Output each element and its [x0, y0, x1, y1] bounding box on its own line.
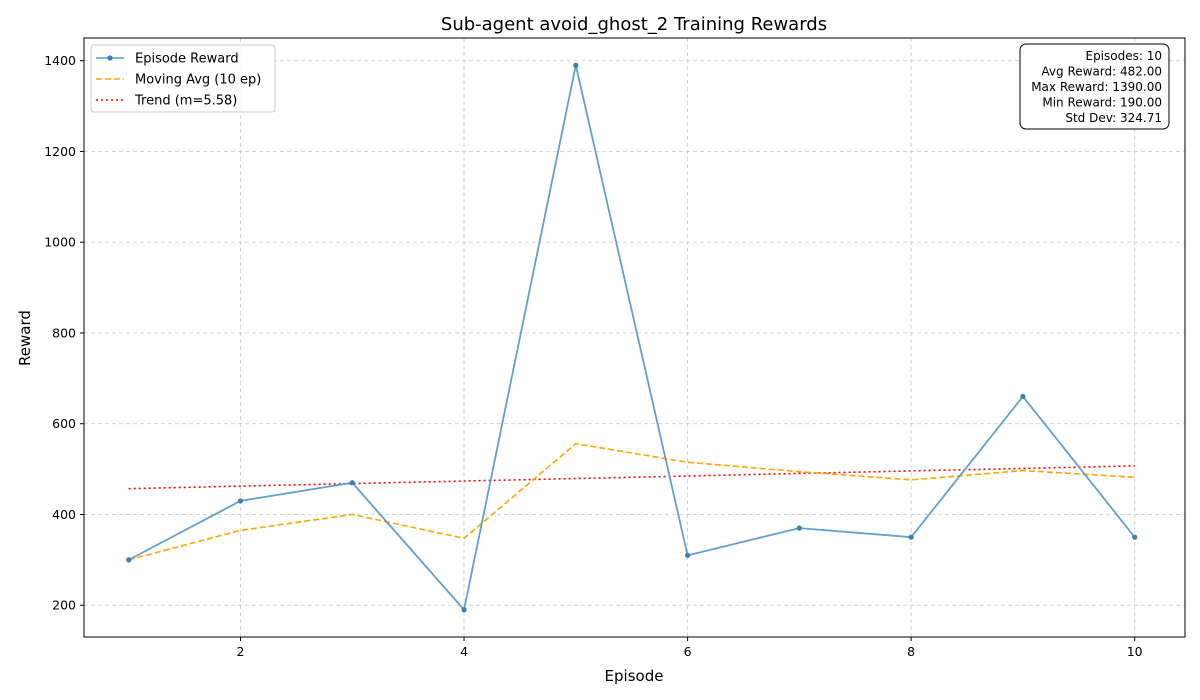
legend-label: Trend (m=5.58) [134, 94, 237, 109]
y-tick-label: 1000 [44, 235, 76, 250]
x-tick-label: 8 [907, 644, 915, 659]
episode-reward-point [796, 525, 802, 531]
y-tick-label: 1400 [44, 53, 76, 68]
x-axis-label: Episode [605, 667, 664, 685]
x-tick-label: 2 [237, 644, 245, 659]
x-tick-label: 10 [1127, 644, 1143, 659]
plot-frame [83, 37, 1186, 638]
episode-reward-point [126, 557, 132, 563]
legend-label: Episode Reward [135, 52, 239, 67]
series-line-trend-m-5-58 [128, 465, 1135, 490]
y-tick-label: 1200 [44, 144, 76, 159]
stats-box-frame [1019, 43, 1170, 130]
episode-reward-point [1132, 534, 1138, 540]
episode-reward-point [684, 552, 691, 558]
stats-line: Max Reward: 1390.00 [1031, 80, 1162, 94]
episode-reward-point [349, 480, 355, 486]
y-tick-label: 800 [52, 325, 76, 340]
episode-reward-point [908, 534, 914, 540]
y-tick-label: 200 [52, 598, 76, 613]
chart-title: Sub-agent avoid_ghost_2 Training Rewards [441, 14, 827, 35]
y-tick-label: 600 [52, 416, 76, 431]
y-tick-label: 400 [52, 507, 76, 522]
grid [84, 38, 1185, 637]
stats-line: Avg Reward: 482.00 [1041, 65, 1162, 79]
legend: Episode Reward Moving Avg (10 ep) Trend (m… [90, 44, 276, 113]
episode-reward-point [237, 498, 244, 504]
episode-reward-point [573, 62, 579, 68]
series-line-episode-reward [128, 64, 1136, 611]
axis-ticks: 2 4 6 8 10 200 400 600 800 1000 1200 1400 [44, 53, 1143, 659]
x-tick-label: 6 [684, 644, 692, 659]
series-line-moving-avg-10-ep [128, 442, 1135, 561]
x-tick-label: 4 [460, 644, 468, 659]
stats-line: Std Dev: 324.71 [1065, 111, 1162, 125]
y-axis-label: Reward [16, 310, 34, 366]
series-layer [126, 62, 1138, 613]
stats-line: Min Reward: 190.00 [1042, 96, 1162, 110]
episode-reward-point [461, 607, 467, 613]
legend-box [90, 44, 276, 113]
legend-label: Moving Avg (10 ep) [135, 73, 261, 88]
stats-line: Episodes: 10 [1085, 49, 1162, 63]
legend-marker [107, 55, 113, 61]
episode-reward-point [1020, 393, 1026, 400]
